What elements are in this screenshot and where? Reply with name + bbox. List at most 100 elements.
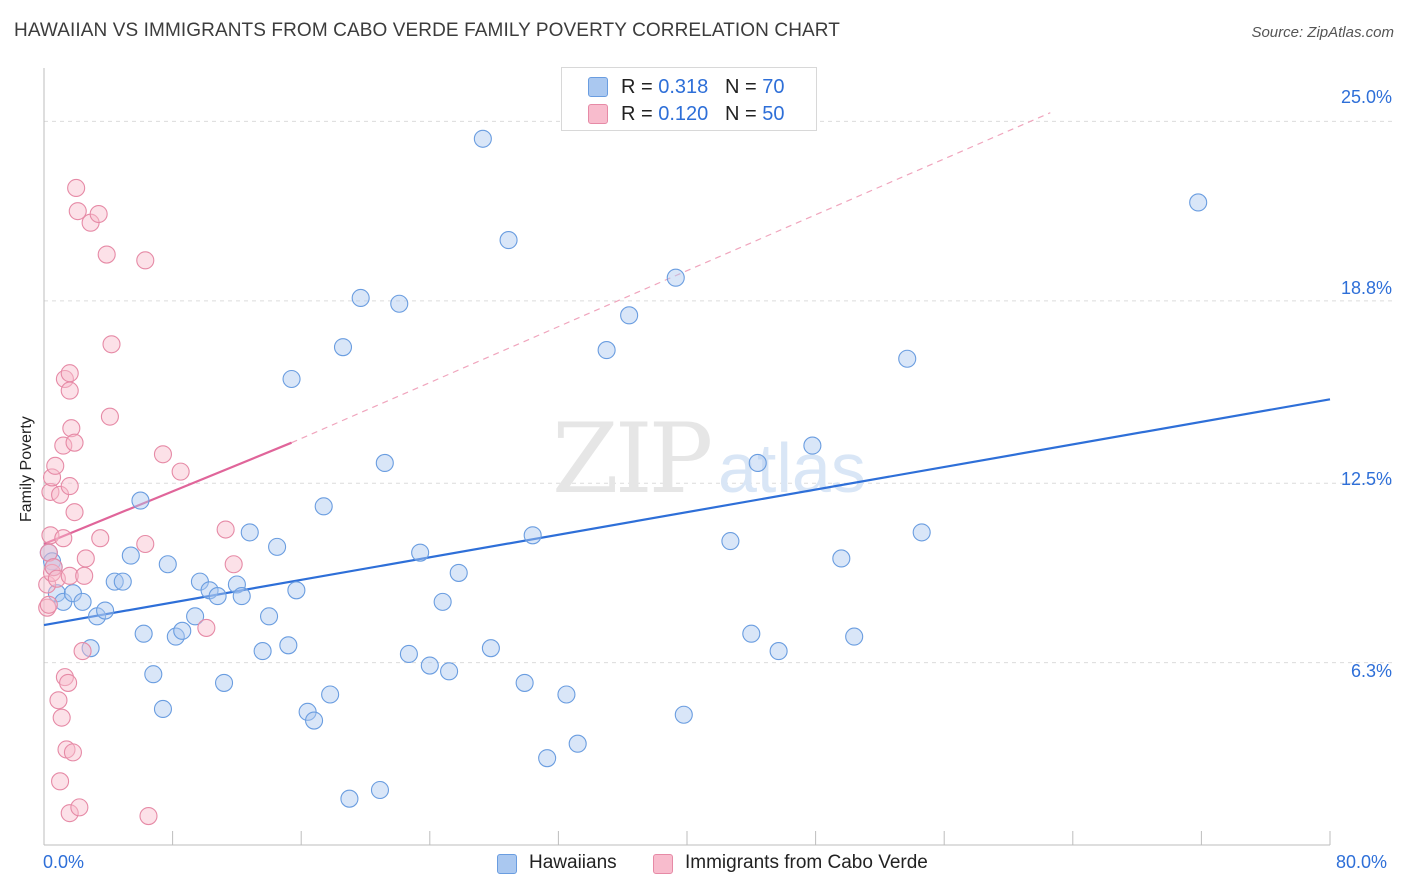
hawaiian-point (390, 294, 409, 313)
cabo-verde-point (55, 369, 74, 389)
y-tick-label: 25.0% (1340, 87, 1392, 107)
hawaiian-point (499, 231, 518, 250)
hawaiian-point (131, 491, 150, 510)
hawaiian-point (481, 639, 500, 658)
cabo-verde-point (139, 807, 158, 826)
hawaiians-swatch (588, 77, 608, 97)
cabo-verde-point (55, 668, 74, 687)
n-value: 50 (762, 103, 785, 125)
hawaiian-point (321, 685, 340, 704)
hawaiian-point (440, 662, 459, 681)
chart-title: HAWAIIAN VS IMMIGRANTS FROM CABO VERDE F… (14, 20, 840, 41)
hawaiian-point (898, 349, 917, 368)
n-label: N = (724, 103, 763, 125)
cabo-verde-point (67, 178, 86, 198)
hawaiian-point (845, 627, 864, 646)
hawaiian-point (232, 587, 251, 606)
cabo-verde-point (65, 503, 84, 522)
cabo-verde-point (91, 529, 110, 548)
hawaiian-point (340, 789, 359, 808)
hawaiian-point (240, 523, 259, 542)
cabo-verde-point (76, 549, 95, 568)
hawaiian-point (449, 563, 468, 582)
r-value: 0.318 (658, 76, 709, 98)
hawaiian-point (411, 543, 430, 562)
hawaiian-point (214, 673, 234, 692)
cabo-verde-point (197, 618, 216, 637)
cabo-verde-point (46, 456, 65, 475)
watermark-atlas: atlas (718, 429, 866, 507)
cabo-verde-point (60, 804, 79, 823)
hawaiian-point (1189, 193, 1208, 212)
hawaiian-point (158, 555, 177, 574)
x-tick-label-max: 80.0% (1336, 852, 1388, 872)
cabo-verde-point (49, 691, 68, 710)
hawaiian-point (208, 587, 227, 606)
y-tick-label: 6.3% (1350, 661, 1392, 681)
cabo-verde-point (102, 335, 121, 354)
cabo-verde-point (52, 708, 71, 727)
cabo-verde-point (171, 462, 190, 481)
legend-label: Hawaiians (529, 852, 617, 873)
hawaiian-point (420, 656, 439, 675)
cabo-verde-point (216, 520, 235, 539)
hawaiian-point (351, 288, 370, 308)
r-label: R = (621, 103, 659, 125)
x-tick-label-min: 0.0% (43, 852, 85, 872)
hawaiian-point (832, 549, 851, 568)
source-label: Source: ZipAtlas.com (1251, 24, 1394, 41)
watermark: ZIP atlas (552, 403, 866, 515)
cabo-verde-point (60, 566, 79, 585)
cabo-verde-point (224, 555, 243, 574)
hawaiian-point (314, 497, 333, 516)
hawaiian-point (666, 268, 685, 287)
series-legend: Hawaiians Immigrants from Cabo Verde (0, 852, 1406, 878)
cabo-verde-point (60, 381, 79, 400)
n-label: N = (724, 76, 763, 98)
cabo-verde-point (136, 534, 155, 554)
trend-lines (43, 112, 1331, 627)
cabo-verde-point (62, 419, 81, 438)
cabo-verde-point (44, 558, 63, 577)
hawaiian-point (568, 734, 587, 753)
cabo-verde-point (54, 529, 73, 548)
cabo-verde-point (136, 251, 155, 270)
y-tick-label: 18.8% (1340, 278, 1392, 298)
cabo-verde-point (73, 642, 92, 661)
hawaiian-point (305, 711, 324, 730)
cabo-verde-point (70, 798, 89, 817)
hawaiian-point (473, 129, 492, 148)
cabo-verde-point (68, 202, 87, 221)
hawaiian-point (523, 526, 542, 545)
hawaiian-point (748, 453, 767, 472)
hawaiian-point (370, 780, 390, 800)
data-points (38, 129, 1208, 826)
hawaiian-point (597, 341, 616, 360)
cabo-verde-point (39, 595, 58, 614)
hawaiian-point (227, 575, 246, 594)
stats-legend: R = 0.318 N = 70 R = 0.120 N = 50 (561, 67, 817, 131)
cabo-verde-point (42, 468, 62, 487)
hawaiian-point (721, 532, 740, 551)
cabo-verde-point (65, 433, 84, 452)
hawaiian-point (268, 537, 287, 556)
hawaiians-trend-line (43, 398, 1331, 627)
cabo-verde-point (153, 445, 173, 464)
hawaiian-point (769, 642, 788, 661)
hawaiian-point (433, 592, 452, 611)
cabo-verde-trend-line (43, 441, 292, 546)
hawaiian-point (538, 749, 557, 768)
r-value: 0.120 (658, 103, 709, 125)
hawaiian-point (912, 523, 931, 542)
hawaiian-point (557, 685, 576, 704)
hawaiians-swatch (497, 854, 517, 874)
hawaiian-point (153, 699, 173, 719)
cabo-verde-point (100, 407, 119, 426)
hawaiian-point (803, 436, 822, 455)
cabo-verde-point (54, 436, 73, 455)
trend-line-extension (291, 112, 1051, 444)
y-tick-label: 12.5% (1340, 469, 1392, 489)
hawaiian-point (620, 306, 639, 325)
cabo-verde-point (38, 598, 57, 617)
hawaiian-point (113, 572, 132, 591)
